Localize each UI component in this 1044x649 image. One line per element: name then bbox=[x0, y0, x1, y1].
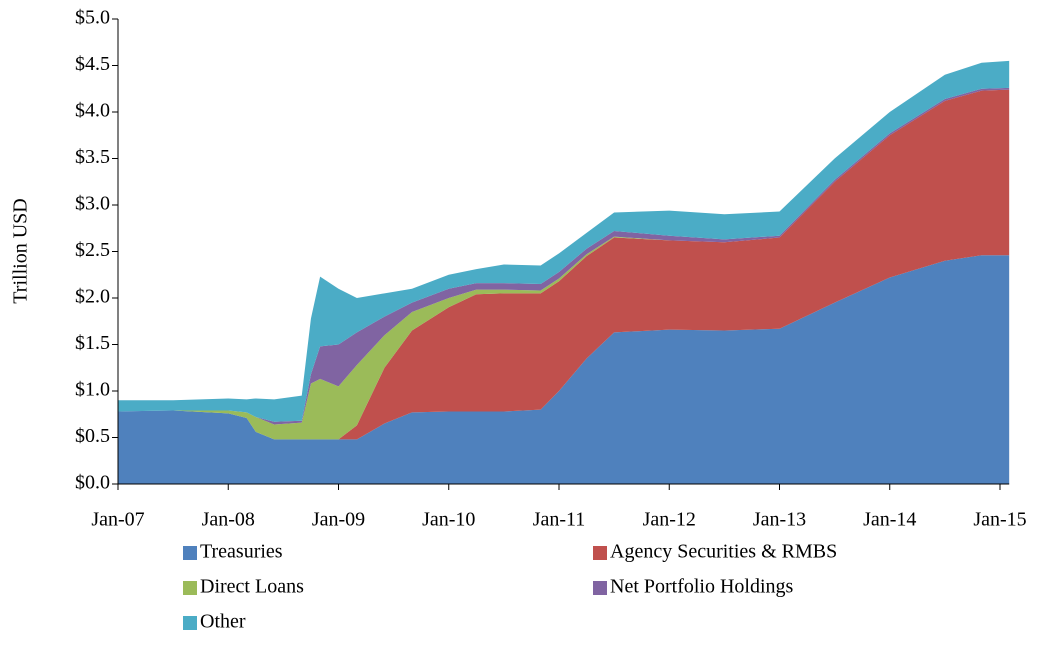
y-axis-label: Trillion USD bbox=[10, 198, 32, 303]
area bbox=[118, 60, 1010, 422]
x-tick-label: Jan-07 bbox=[91, 509, 144, 531]
area bbox=[118, 255, 1010, 484]
x-tick-label: Jan-11 bbox=[533, 509, 586, 531]
y-tick-label: $0.0 bbox=[75, 472, 110, 494]
legend-label: Net Portfolio Holdings bbox=[610, 576, 794, 598]
x-tick-label: Jan-14 bbox=[863, 509, 916, 531]
y-tick-label: $4.0 bbox=[75, 100, 110, 122]
y-tick-label: $3.0 bbox=[75, 193, 110, 215]
x-tick-label: Jan-12 bbox=[643, 509, 696, 531]
y-tick-label: $3.5 bbox=[75, 146, 110, 168]
legend-label: Treasuries bbox=[200, 541, 283, 563]
legend-label: Other bbox=[200, 611, 246, 633]
y-tick-label: $5.0 bbox=[75, 7, 110, 29]
legend-swatch bbox=[593, 581, 607, 595]
x-tick-label: Jan-15 bbox=[973, 509, 1026, 531]
y-tick-label: $1.0 bbox=[75, 379, 110, 401]
legend-label: Direct Loans bbox=[200, 576, 304, 598]
x-tick-label: Jan-08 bbox=[202, 509, 255, 531]
legend-swatch bbox=[183, 616, 197, 630]
y-tick-label: $2.5 bbox=[75, 239, 110, 261]
y-tick-label: $1.5 bbox=[75, 332, 110, 354]
area bbox=[118, 89, 1010, 440]
legend-label: Agency Securities & RMBS bbox=[610, 541, 837, 563]
legend-swatch bbox=[183, 546, 197, 560]
y-tick-label: $2.0 bbox=[75, 286, 110, 308]
y-tick-label: $4.5 bbox=[75, 53, 110, 75]
legend-swatch bbox=[183, 581, 197, 595]
x-tick-label: Jan-09 bbox=[312, 509, 365, 531]
y-tick-label: $0.5 bbox=[75, 425, 110, 447]
legend-swatch bbox=[593, 546, 607, 560]
x-tick-label: Jan-13 bbox=[753, 509, 806, 531]
x-tick-label: Jan-10 bbox=[422, 509, 475, 531]
